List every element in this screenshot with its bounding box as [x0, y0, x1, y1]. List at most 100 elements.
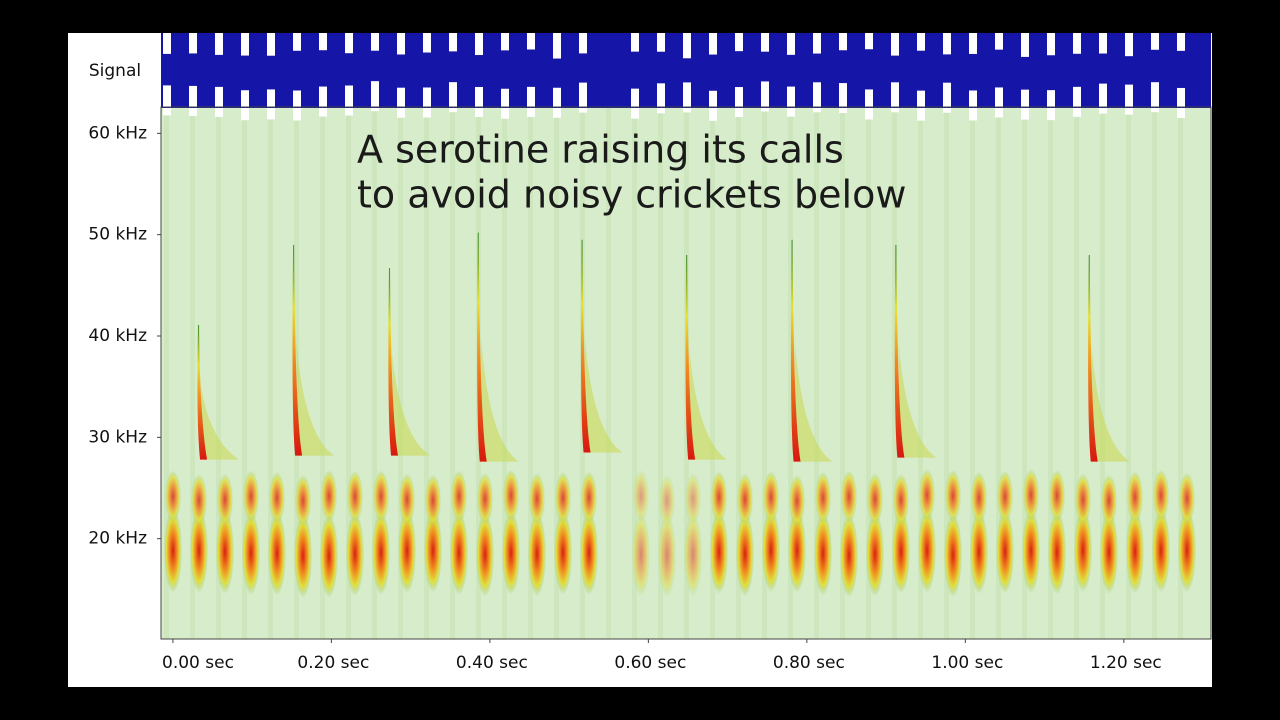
stripe	[840, 107, 845, 639]
stripe	[918, 107, 923, 639]
cricket-pulse	[320, 513, 338, 598]
cricket-pulse	[1023, 469, 1039, 522]
bat-call	[197, 324, 208, 460]
cricket-pulse	[814, 511, 832, 596]
signal-gap	[293, 90, 301, 121]
signal-gap	[579, 33, 587, 54]
stripe	[814, 107, 819, 639]
signal-gap	[1125, 84, 1133, 115]
stripe	[1100, 107, 1105, 639]
cricket-pulse	[971, 471, 987, 524]
cricket-pulse	[633, 469, 649, 522]
signal-gap	[683, 33, 691, 59]
signal-gap	[787, 86, 795, 117]
signal-gap	[1047, 90, 1055, 121]
cricket-pulse	[503, 469, 519, 522]
cricket-pulse	[528, 512, 546, 597]
cricket-pulse	[1152, 508, 1170, 593]
signal-gap	[865, 33, 873, 50]
stripe	[1152, 107, 1157, 639]
cricket-pulse	[711, 471, 727, 524]
signal-gap	[189, 33, 197, 54]
call-tail	[794, 339, 833, 462]
cricket-pulse	[372, 510, 390, 595]
signal-gap	[1177, 33, 1185, 51]
cricket-pulse	[710, 509, 728, 594]
signal-gap	[397, 33, 405, 55]
signal-gap	[371, 81, 379, 112]
signal-gap	[397, 87, 405, 118]
cricket-pulse	[581, 471, 597, 524]
signal-gap	[215, 86, 223, 117]
cricket-pulse	[970, 509, 988, 594]
stripe	[450, 107, 455, 639]
cricket-pulse	[658, 513, 676, 598]
cricket-pulse	[502, 510, 520, 595]
signal-gap	[163, 33, 171, 54]
cricket-pulse	[918, 508, 936, 593]
stripe	[892, 107, 897, 639]
signal-gap	[891, 33, 899, 56]
signal-gap	[787, 33, 795, 55]
texture	[161, 33, 1211, 639]
x-tick-label: 0.40 sec	[456, 653, 528, 673]
plot-frame	[160, 106, 1212, 640]
cricket-pulse	[632, 512, 650, 597]
signal-gap	[319, 33, 327, 51]
stripe	[398, 107, 403, 639]
signal-gap	[319, 86, 327, 117]
signal-gap	[865, 89, 873, 120]
bat-call	[292, 244, 303, 456]
cricket-pulse	[1101, 474, 1117, 527]
bat-call	[1088, 254, 1098, 462]
bat-call	[790, 239, 801, 462]
stripe	[1022, 107, 1027, 639]
signal-gap	[839, 83, 847, 114]
cricket-pulse	[554, 510, 572, 595]
stripe	[970, 107, 975, 639]
signal-gap	[891, 82, 899, 113]
stripe	[554, 107, 559, 639]
cricket-pulse	[269, 471, 285, 524]
x-tick-label: 0.60 sec	[614, 653, 686, 673]
cricket-pulse	[1049, 469, 1065, 522]
signal-gap	[267, 33, 275, 56]
x-tick-label: 0.20 sec	[297, 653, 369, 673]
cricket-pulse	[398, 508, 416, 593]
signal-gap	[735, 33, 743, 52]
signal-gap	[761, 81, 769, 112]
x-tick-label: 1.00 sec	[931, 653, 1003, 673]
cricket-pulse	[295, 474, 311, 527]
signal-gap	[1021, 89, 1029, 120]
cricket-pulse	[867, 473, 883, 526]
signal-gap	[813, 33, 821, 54]
bat-call	[894, 244, 905, 458]
signal-gap	[163, 85, 171, 116]
signal-gap	[501, 33, 509, 51]
bat-call	[388, 268, 399, 456]
signal-gap	[917, 90, 925, 121]
stripe	[242, 107, 247, 639]
stripe	[190, 107, 195, 639]
cricket-pulse	[789, 474, 805, 527]
signal-gap	[1099, 33, 1107, 54]
signal-gap	[657, 33, 665, 52]
stripe	[658, 107, 663, 639]
signal-gap	[657, 83, 665, 114]
signal-gap	[1073, 33, 1081, 54]
stripe	[502, 107, 507, 639]
cricket-pulse	[1127, 471, 1143, 524]
cricket-pulse	[529, 472, 545, 525]
signal-gap	[631, 88, 639, 119]
cricket-pulse	[840, 513, 858, 598]
cricket-pulse	[659, 474, 675, 527]
y-tick-label: 40 kHz	[88, 326, 147, 346]
bat-call	[580, 239, 591, 453]
cricket-pulse	[399, 473, 415, 526]
cricket-pulse	[736, 512, 754, 597]
cricket-pulse	[945, 469, 961, 522]
cricket-pulse	[1048, 510, 1066, 595]
cricket-pulse	[294, 513, 312, 598]
cricket-pulse	[841, 470, 857, 523]
cricket-pulse	[866, 512, 884, 597]
